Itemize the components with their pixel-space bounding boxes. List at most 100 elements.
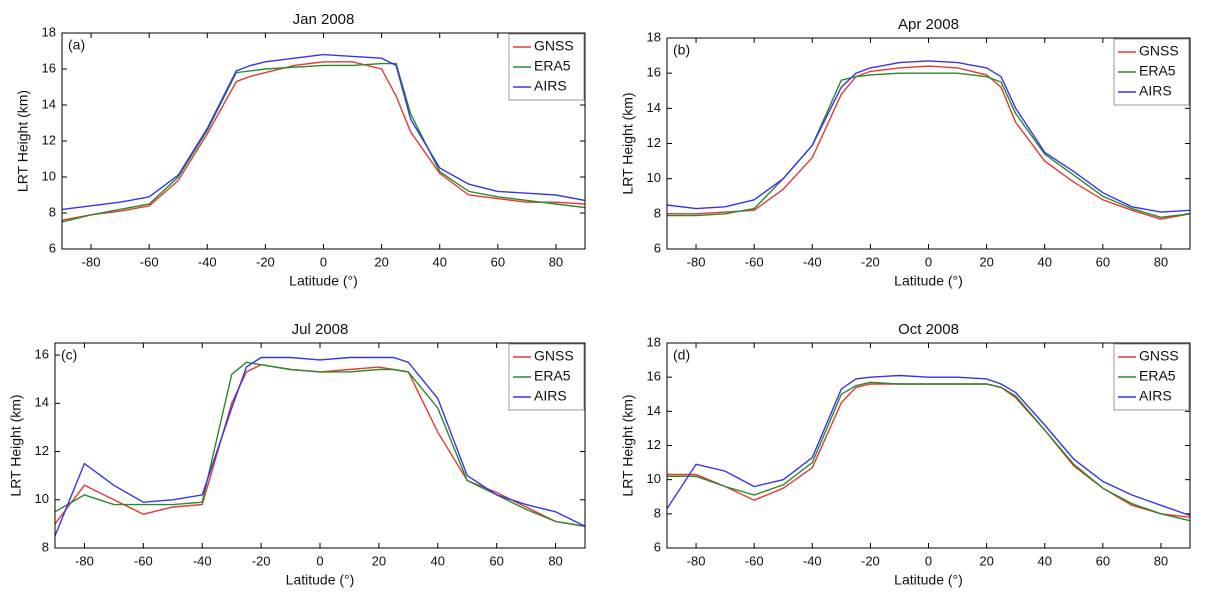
series-line xyxy=(61,62,586,223)
panel-label: (d) xyxy=(673,347,690,363)
panel-label: (a) xyxy=(68,37,85,53)
x-tick-label: 0 xyxy=(320,254,327,269)
x-tick-label: 0 xyxy=(316,553,323,568)
x-tick-label: -80 xyxy=(82,254,101,269)
x-tick-label: 80 xyxy=(548,553,562,568)
y-tick-label: 6 xyxy=(654,539,661,554)
y-tick-label: 12 xyxy=(35,443,49,458)
y-tick-label: 16 xyxy=(647,369,661,384)
legend-label: AIRS xyxy=(1139,388,1172,404)
series-line xyxy=(54,356,586,537)
x-axis-label: Latitude (°) xyxy=(894,572,963,588)
y-tick-label: 12 xyxy=(647,437,661,452)
y-tick-label: 10 xyxy=(42,168,56,183)
y-tick-label: 10 xyxy=(35,491,49,506)
series-line xyxy=(667,65,1191,220)
series-line xyxy=(667,383,1191,518)
legend-label: GNSS xyxy=(534,38,574,54)
chart-title: Jul 2008 xyxy=(292,321,349,338)
legend-label: AIRS xyxy=(534,78,567,94)
x-tick-label: 20 xyxy=(979,553,993,568)
x-tick-label: -40 xyxy=(198,254,217,269)
y-axis-label: LRT Height (km) xyxy=(620,394,636,496)
y-tick-label: 8 xyxy=(654,205,661,220)
x-tick-label: -40 xyxy=(803,254,822,269)
series-line xyxy=(54,363,586,527)
x-tick-label: 0 xyxy=(925,553,932,568)
x-tick-label: -60 xyxy=(134,553,153,568)
panel-label: (b) xyxy=(673,42,690,58)
x-tick-label: -20 xyxy=(252,553,271,568)
subplot: -80 -60 -40 -20 0 20 40 60 80 8 10 12 14 16 Jul 2008 (c… xyxy=(8,321,586,588)
y-tick-label: 16 xyxy=(647,65,661,80)
x-tick-label: -80 xyxy=(75,553,94,568)
y-tick-label: 16 xyxy=(42,60,56,75)
y-tick-label: 10 xyxy=(647,471,661,486)
x-tick-label: 20 xyxy=(372,553,386,568)
y-tick-label: 6 xyxy=(49,240,56,255)
axes-box xyxy=(54,342,586,549)
legend-label: ERA5 xyxy=(1139,368,1176,384)
legend-label: GNSS xyxy=(1139,43,1179,59)
y-tick-label: 8 xyxy=(42,539,49,554)
axes-box xyxy=(61,32,586,250)
legend-label: AIRS xyxy=(534,388,567,404)
legend-label: ERA5 xyxy=(534,58,571,74)
x-tick-label: -60 xyxy=(745,553,764,568)
x-tick-label: 80 xyxy=(549,254,563,269)
x-tick-label: -80 xyxy=(687,553,706,568)
x-tick-label: 20 xyxy=(979,254,993,269)
y-tick-label: 14 xyxy=(42,96,56,111)
x-tick-label: 40 xyxy=(1037,553,1051,568)
x-tick-label: 60 xyxy=(489,553,503,568)
y-tick-label: 18 xyxy=(647,334,661,349)
x-tick-label: -40 xyxy=(193,553,212,568)
subplot: -80 -60 -40 -20 0 20 40 60 80 6 8 10 12 14 16 18 Oct 200… xyxy=(620,321,1191,588)
x-tick-label: 80 xyxy=(1154,553,1168,568)
y-tick-label: 18 xyxy=(647,29,661,44)
series-line xyxy=(54,361,586,527)
y-tick-label: 8 xyxy=(654,505,661,520)
y-tick-label: 10 xyxy=(647,170,661,185)
y-axis-label: LRT Height (km) xyxy=(15,90,31,192)
x-tick-label: 0 xyxy=(925,254,932,269)
legend-label: ERA5 xyxy=(534,368,571,384)
y-tick-label: 6 xyxy=(654,240,661,255)
axes-box xyxy=(666,342,1191,549)
legend-label: AIRS xyxy=(1139,83,1172,99)
subplot: -80 -60 -40 -20 0 20 40 60 80 6 8 10 12 14 16 18 Apr 200… xyxy=(620,16,1191,289)
y-tick-label: 14 xyxy=(35,395,49,410)
x-tick-label: -40 xyxy=(803,553,822,568)
y-tick-label: 12 xyxy=(647,135,661,150)
x-tick-label: -60 xyxy=(745,254,764,269)
series-line xyxy=(61,53,586,211)
y-tick-label: 14 xyxy=(647,100,661,115)
y-axis-label: LRT Height (km) xyxy=(8,394,24,496)
series-line xyxy=(667,72,1191,219)
subplot: -80 -60 -40 -20 0 20 40 60 80 6 8 10 12 14 16 18 Jan 200… xyxy=(15,11,586,289)
x-axis-label: Latitude (°) xyxy=(289,273,358,289)
chart-title: Oct 2008 xyxy=(898,321,959,338)
series-line xyxy=(666,374,1191,517)
x-tick-label: 40 xyxy=(431,553,445,568)
x-axis-label: Latitude (°) xyxy=(286,572,355,588)
y-axis-label: LRT Height (km) xyxy=(620,92,636,194)
y-tick-label: 16 xyxy=(35,346,49,361)
x-tick-label: -20 xyxy=(861,553,880,568)
x-tick-label: -20 xyxy=(861,254,880,269)
series-line xyxy=(667,381,1191,522)
chart-title: Jan 2008 xyxy=(293,11,355,28)
x-tick-label: 40 xyxy=(432,254,446,269)
y-tick-label: 8 xyxy=(49,204,56,219)
x-tick-label: 20 xyxy=(374,254,388,269)
panel-label: (c) xyxy=(61,347,77,363)
x-tick-label: 80 xyxy=(1154,254,1168,269)
legend-label: GNSS xyxy=(534,348,574,364)
x-tick-label: 60 xyxy=(491,254,505,269)
x-tick-label: -80 xyxy=(687,254,706,269)
x-axis-label: Latitude (°) xyxy=(894,273,963,289)
chart-title: Apr 2008 xyxy=(898,16,959,33)
series-line xyxy=(61,61,586,221)
